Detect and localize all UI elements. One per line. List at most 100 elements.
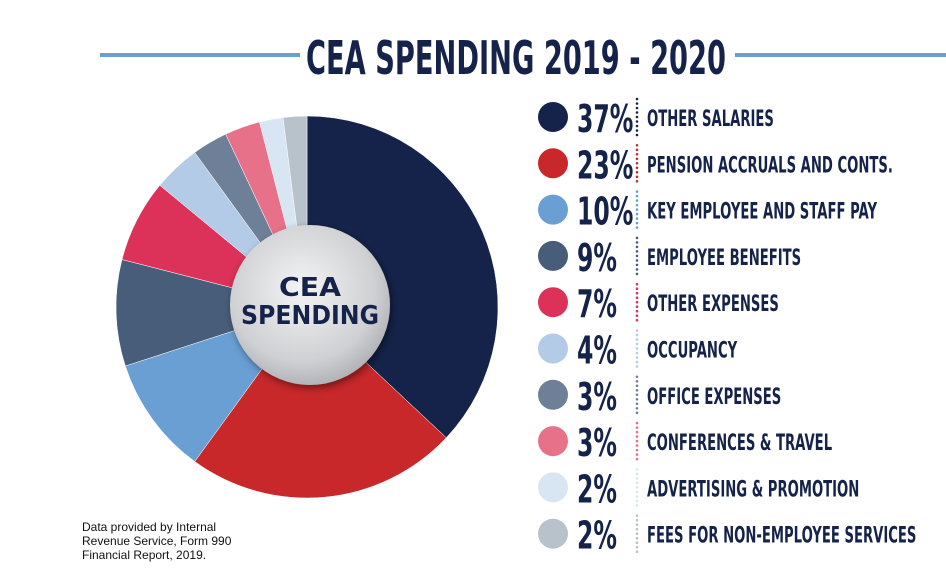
legend-divider [635, 518, 639, 522]
pie-slice [115, 259, 308, 367]
legend-divider [635, 389, 639, 392]
center-label: SPENDING [241, 301, 379, 331]
legend-divider [635, 545, 639, 549]
legend-divider [635, 157, 639, 161]
legend: 37% OTHER SALARIES 23% PENSION ACCRUALS AND… [538, 97, 916, 558]
legend-divider [635, 393, 639, 397]
legend-divider [635, 272, 639, 276]
legend-swatch [538, 333, 568, 364]
legend-value: 2% [577, 515, 617, 558]
legend-divider [635, 120, 639, 123]
legend-divider [635, 241, 639, 244]
legend-label: OTHER SALARIES [647, 107, 774, 132]
legend-divider [635, 133, 639, 137]
legend-divider [635, 536, 639, 540]
legend-divider [635, 236, 639, 240]
source-note: Financial Report, 2019. [82, 548, 206, 562]
legend-divider [635, 300, 639, 304]
legend-divider [635, 457, 639, 461]
legend-divider [635, 338, 639, 341]
source-note: Data provided by Internal [82, 520, 216, 534]
legend-divider [635, 426, 639, 429]
legend-value: 7% [577, 284, 617, 327]
legend-divider [635, 444, 639, 447]
legend-divider [635, 115, 639, 119]
legend-label: CONFERENCES & TRAVEL [647, 431, 832, 456]
legend-divider [635, 97, 639, 101]
legend-divider [635, 486, 639, 489]
legend-divider [635, 124, 639, 128]
legend-divider [635, 380, 639, 383]
legend-divider [635, 453, 639, 456]
legend-divider [635, 411, 639, 415]
legend-divider [635, 365, 639, 368]
legend-divider [635, 291, 639, 295]
legend-divider [635, 499, 639, 503]
legend-divider [635, 550, 639, 553]
legend-divider [635, 268, 639, 271]
legend-divider [635, 481, 639, 485]
legend-divider [635, 347, 639, 350]
legend-label: OCCUPANCY [647, 338, 738, 363]
legend-divider [635, 514, 639, 517]
legend-divider [635, 250, 639, 253]
legend-divider [635, 407, 639, 410]
legend-divider [635, 212, 639, 216]
legend-divider [635, 162, 639, 165]
legend-swatch [538, 148, 568, 179]
legend-label: OTHER EXPENSES [647, 292, 779, 317]
legend-divider [635, 351, 639, 355]
legend-value: 37% [577, 98, 633, 141]
legend-divider [635, 106, 639, 110]
legend-divider [635, 472, 639, 476]
legend-divider [635, 282, 639, 286]
legend-value: 2% [577, 469, 617, 512]
legend-divider [635, 175, 639, 179]
legend-value: 9% [577, 237, 617, 280]
pie-slice [194, 306, 447, 499]
center-label: CEA [279, 273, 341, 303]
legend-label: PENSION ACCRUALS AND CONTS. [647, 153, 893, 178]
legend-label: OFFICE EXPENSES [647, 384, 781, 409]
legend-divider [635, 477, 639, 480]
legend-divider [635, 129, 639, 132]
legend-divider [635, 166, 639, 170]
legend-divider [635, 245, 639, 249]
legend-divider [635, 384, 639, 388]
chart-title: CEA SPENDING 2019 - 2020 [306, 31, 726, 85]
legend-divider [635, 180, 639, 183]
source-note: Revenue Service, Form 990 [82, 534, 232, 548]
legend-divider [635, 153, 639, 156]
legend-divider [635, 190, 639, 193]
legend-divider [635, 259, 639, 262]
legend-divider [635, 435, 639, 438]
legend-divider [635, 144, 639, 147]
legend-divider [635, 430, 639, 434]
legend-swatch [538, 472, 568, 503]
legend-swatch [538, 379, 568, 410]
legend-divider [635, 208, 639, 211]
legend-divider [635, 356, 639, 359]
legend-divider [635, 203, 639, 207]
legend-divider [635, 102, 639, 105]
legend-divider [635, 221, 639, 225]
legend-divider [635, 314, 639, 318]
legend-divider [635, 448, 639, 452]
legend-divider [635, 504, 639, 507]
legend-divider [635, 421, 639, 425]
legend-swatch [538, 240, 568, 271]
legend-divider [635, 254, 639, 258]
legend-swatch [538, 518, 568, 549]
legend-divider [635, 217, 639, 220]
legend-value: 4% [577, 330, 617, 373]
legend-divider [635, 495, 639, 498]
legend-divider [635, 375, 639, 379]
legend-divider [635, 318, 639, 322]
legend-divider [635, 305, 639, 309]
legend-divider [635, 199, 639, 202]
legend-divider [635, 439, 639, 443]
legend-value: 10% [577, 191, 633, 234]
legend-divider [635, 532, 639, 535]
